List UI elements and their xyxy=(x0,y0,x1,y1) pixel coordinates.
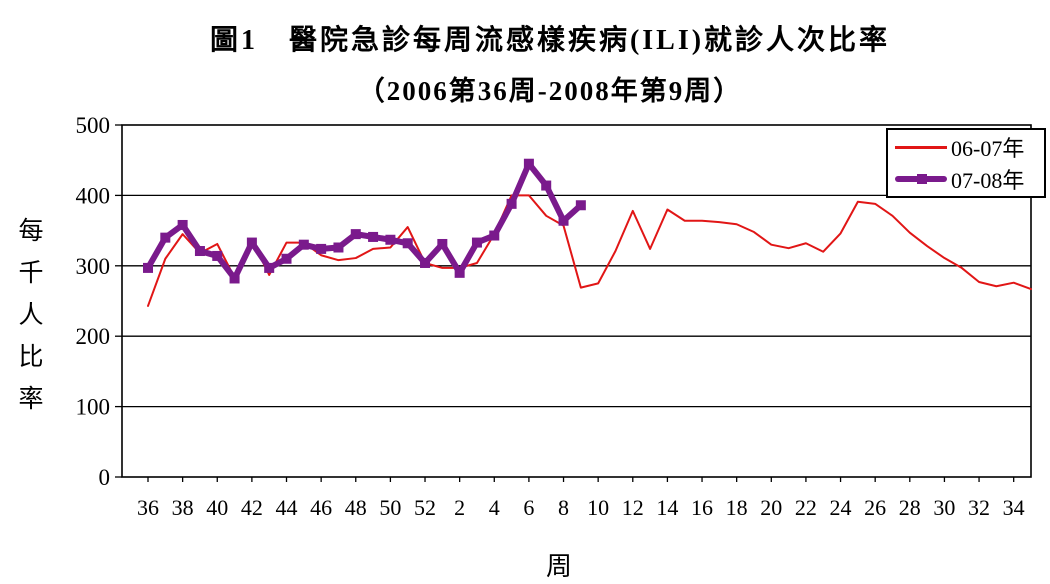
series-marker-07-08年-w5 xyxy=(506,198,517,209)
x-tick-label-52: 52 xyxy=(414,495,436,520)
x-tick-label-30: 30 xyxy=(933,495,955,520)
series-marker-07-08年-w41 xyxy=(229,273,240,284)
legend-item-07-08: 07-08年 xyxy=(888,164,1044,194)
series-line-06-07年 xyxy=(147,194,1032,307)
series-marker-07-08年-w48 xyxy=(350,229,361,240)
series-marker-07-08年-w44 xyxy=(281,253,292,264)
x-tick-label-18: 18 xyxy=(726,495,748,520)
plot-frame xyxy=(121,124,1032,478)
x-tick-label-26: 26 xyxy=(864,495,886,520)
x-tick-label-50: 50 xyxy=(379,495,401,520)
x-tick-label-28: 28 xyxy=(899,495,921,520)
y-axis-label: 每千人比率 xyxy=(18,218,44,413)
series-marker-07-08年-w3 xyxy=(471,237,482,248)
chart-title-line1: 圖1 醫院急診每周流感樣疾病(ILI)就診人次比率 xyxy=(209,25,891,56)
x-tick-label-16: 16 xyxy=(691,495,713,520)
series-marker-07-08年-w49 xyxy=(368,231,379,242)
x-tick-label-34: 34 xyxy=(1003,495,1025,520)
series-marker-07-08年-w1 xyxy=(437,238,448,249)
y-tick-label-300: 300 xyxy=(76,254,111,279)
y-tick-label-100: 100 xyxy=(76,395,111,420)
x-tick-label-32: 32 xyxy=(968,495,990,520)
series-marker-07-08年-w8 xyxy=(558,215,569,226)
series-marker-07-08年-w52 xyxy=(420,257,431,268)
series-marker-07-08年-w6 xyxy=(523,158,534,169)
x-tick-label-36: 36 xyxy=(137,495,159,520)
chart-title-line2: （2006第36周-2008年第9周） xyxy=(357,76,743,106)
x-tick-label-4: 4 xyxy=(489,495,500,520)
series-marker-07-08年-w4 xyxy=(489,230,500,241)
x-tick-label-42: 42 xyxy=(241,495,263,520)
x-tick-label-12: 12 xyxy=(622,495,644,520)
y-tick-label-0: 0 xyxy=(99,465,111,490)
y-tick-label-200: 200 xyxy=(76,324,111,349)
x-tick-label-24: 24 xyxy=(830,495,852,520)
series-marker-07-08年-w9 xyxy=(575,200,586,211)
legend-line-sample-06-07 xyxy=(895,145,947,149)
x-tick-label-14: 14 xyxy=(656,495,678,520)
x-tick-label-8: 8 xyxy=(558,495,569,520)
legend: 06-07年 07-08年 xyxy=(886,128,1046,198)
series-marker-07-08年-w40 xyxy=(212,250,223,261)
legend-line-sample-07-08 xyxy=(895,174,947,184)
series-line-07-08年 xyxy=(145,160,584,282)
x-tick-label-10: 10 xyxy=(587,495,609,520)
series-marker-07-08年-w38 xyxy=(177,219,188,230)
series-marker-07-08年-w43 xyxy=(264,262,275,273)
series-marker-07-08年-w47 xyxy=(333,242,344,253)
series-marker-07-08年-w7 xyxy=(541,180,552,191)
series-marker-07-08年-w46 xyxy=(316,243,327,254)
x-tick-label-6: 6 xyxy=(523,495,534,520)
x-tick-label-48: 48 xyxy=(345,495,367,520)
series-marker-07-08年-w39 xyxy=(194,246,205,257)
series-marker-07-08年-w51 xyxy=(402,238,413,249)
y-tick-label-500: 500 xyxy=(76,113,111,138)
x-tick-label-40: 40 xyxy=(206,495,228,520)
chart-title: 圖1 醫院急診每周流感樣疾病(ILI)就診人次比率 （2006第36周-2008… xyxy=(25,16,1050,116)
legend-square-marker xyxy=(917,174,927,184)
legend-label-06-07: 06-07年 xyxy=(951,136,1025,161)
x-axis-label: 周 xyxy=(546,552,573,581)
series-marker-07-08年-w50 xyxy=(385,234,396,245)
x-tick-label-44: 44 xyxy=(276,495,298,520)
legend-item-06-07: 06-07年 xyxy=(888,132,1044,162)
series-marker-07-08年-w2 xyxy=(454,267,465,278)
legend-label-07-08: 07-08年 xyxy=(951,168,1025,193)
series-marker-07-08年-w36 xyxy=(143,262,153,273)
x-tick-label-20: 20 xyxy=(760,495,782,520)
x-tick-label-22: 22 xyxy=(795,495,817,520)
x-tick-label-38: 38 xyxy=(172,495,194,520)
x-tick-label-2: 2 xyxy=(454,495,465,520)
series-marker-07-08年-w37 xyxy=(160,232,171,243)
y-tick-label-400: 400 xyxy=(76,183,111,208)
series-marker-07-08年-w45 xyxy=(298,239,309,250)
x-tick-label-46: 46 xyxy=(310,495,332,520)
series-marker-07-08年-w42 xyxy=(246,237,257,248)
